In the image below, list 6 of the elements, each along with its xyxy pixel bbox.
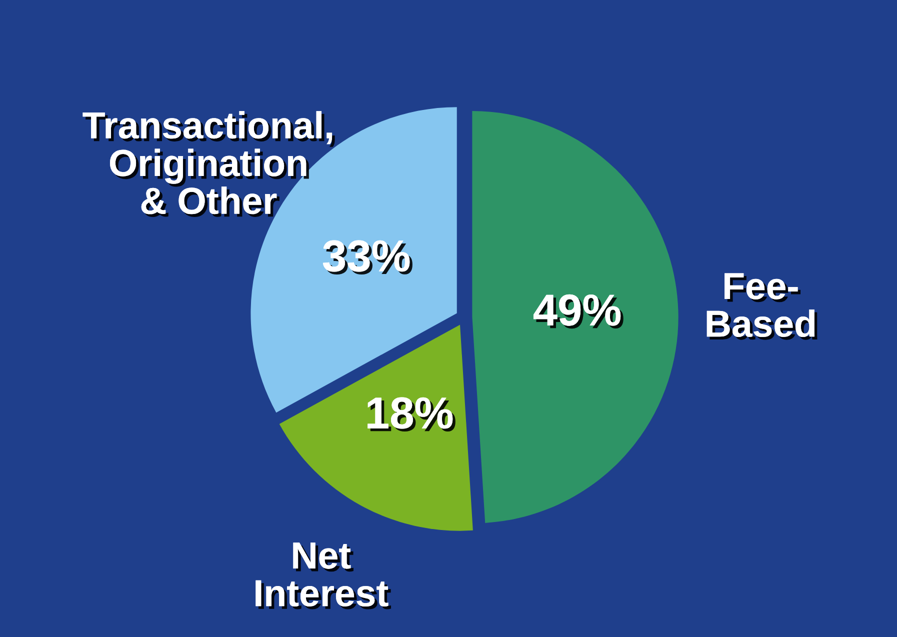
data-label: 49%	[533, 294, 624, 329]
data-label: 33%	[322, 240, 412, 275]
slice-label: Net Interest	[256, 542, 392, 610]
slice-label: Transactional, Origination & Other	[82, 111, 335, 217]
slice-label: Fee- Based	[706, 273, 818, 340]
data-label: 18%	[368, 397, 456, 432]
